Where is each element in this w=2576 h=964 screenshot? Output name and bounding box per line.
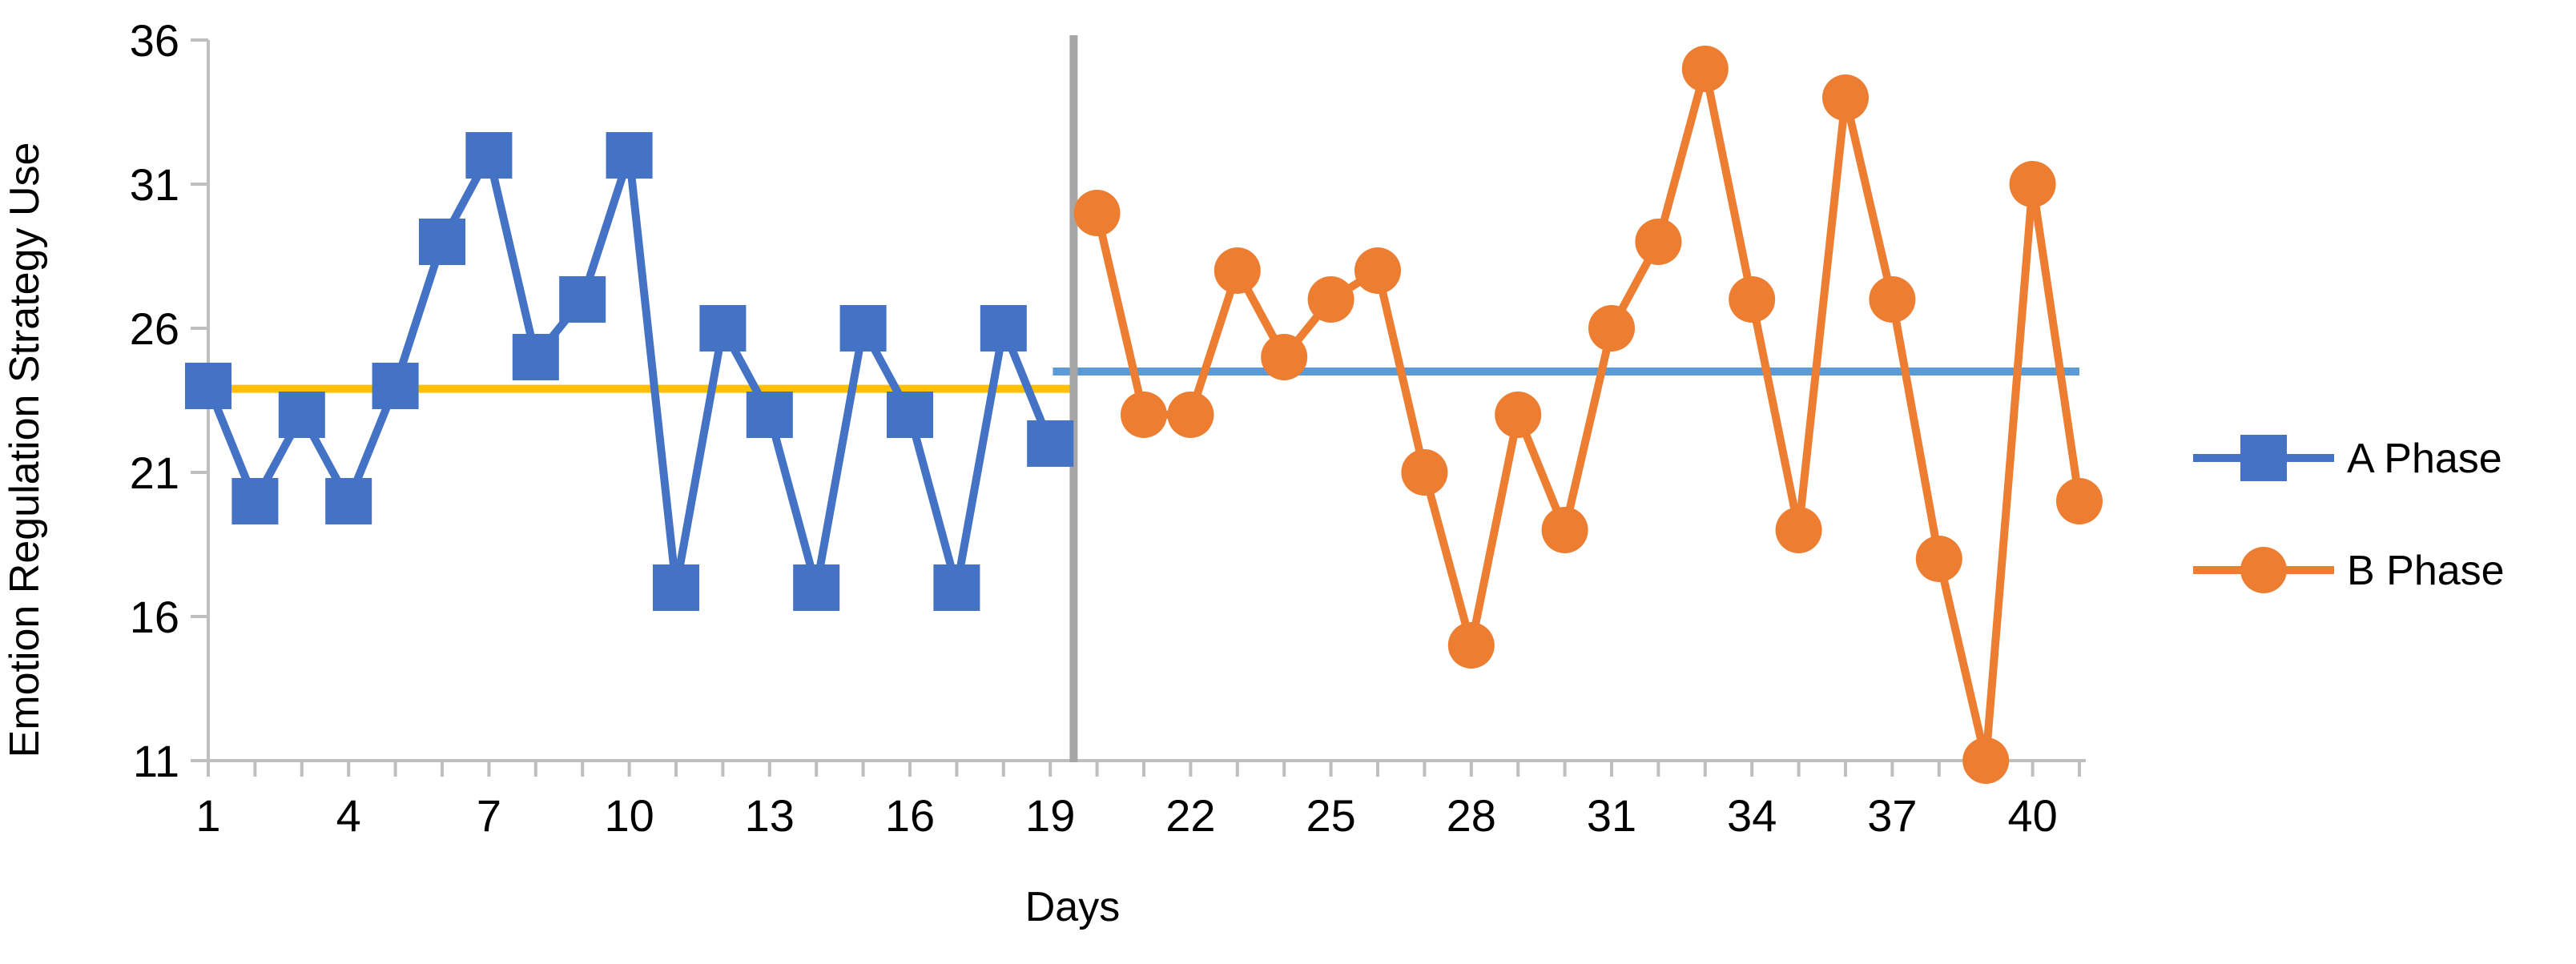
data-point-a-phase [325, 478, 372, 524]
data-point-b-phase [1167, 392, 1214, 438]
data-point-b-phase [1822, 74, 1869, 121]
legend-label: B Phase [2347, 548, 2505, 594]
data-point-a-phase [933, 564, 980, 611]
data-point-b-phase [1541, 507, 1588, 553]
series-a-phase [185, 132, 1074, 611]
data-point-b-phase [1121, 392, 1167, 438]
data-point-a-phase [372, 363, 419, 409]
x-tick-label: 4 [336, 790, 361, 841]
data-point-b-phase [1869, 276, 1916, 323]
data-point-b-phase [1495, 392, 1542, 438]
data-point-b-phase [1214, 247, 1261, 294]
data-point-a-phase [231, 478, 279, 524]
x-tick-label: 37 [1867, 790, 1917, 841]
x-tick-label: 28 [1447, 790, 1496, 841]
data-point-a-phase [185, 363, 231, 409]
x-tick-label: 22 [1165, 790, 1215, 841]
data-point-a-phase [278, 392, 325, 438]
data-point-a-phase [559, 276, 606, 323]
series-line-b-phase [1093, 65, 2083, 765]
data-point-b-phase [1588, 305, 1635, 351]
data-point-a-phase [653, 564, 699, 611]
data-point-b-phase [1775, 507, 1822, 553]
data-point-b-phase [1681, 46, 1729, 92]
legend-marker-circle [2240, 547, 2287, 593]
x-tick-label: 19 [1025, 790, 1075, 841]
data-point-b-phase [1729, 276, 1776, 323]
x-tick-label: 34 [1727, 790, 1777, 841]
legend-item-b-phase: B Phase [2193, 547, 2505, 594]
data-point-a-phase [699, 305, 747, 351]
y-tick-label: 16 [130, 592, 179, 642]
data-point-b-phase [1447, 622, 1495, 669]
data-point-a-phase [419, 219, 465, 265]
data-point-a-phase [1027, 420, 1074, 467]
data-point-b-phase [1962, 737, 2010, 784]
data-point-a-phase [746, 392, 793, 438]
data-point-a-phase [465, 132, 513, 179]
legend-item-a-phase: A Phase [2193, 435, 2502, 482]
data-point-b-phase [1073, 190, 1121, 236]
x-tick-label: 16 [885, 790, 935, 841]
data-point-b-phase [2056, 478, 2103, 524]
legend-marker-square [2240, 435, 2287, 481]
y-axis-title: Emotion Regulation Strategy Use [2, 143, 48, 758]
x-tick-label: 40 [2007, 790, 2057, 841]
x-tick-label: 10 [604, 790, 654, 841]
data-point-a-phase [606, 132, 653, 179]
data-point-a-phase [887, 392, 933, 438]
data-point-b-phase [1915, 536, 1962, 582]
data-point-a-phase [980, 305, 1027, 351]
data-point-a-phase [512, 334, 559, 380]
x-tick-label: 1 [195, 790, 220, 841]
data-point-b-phase [2009, 161, 2056, 207]
y-tick-label: 11 [133, 736, 179, 786]
data-point-b-phase [1401, 449, 1448, 496]
legend-label: A Phase [2347, 436, 2502, 482]
x-tick-label: 25 [1306, 790, 1355, 841]
y-tick-label: 31 [130, 159, 179, 210]
data-point-b-phase [1635, 219, 1682, 265]
x-tick-label: 7 [477, 790, 501, 841]
x-tick-label: 13 [745, 790, 795, 841]
data-point-a-phase [839, 305, 887, 351]
y-tick-label: 21 [130, 448, 179, 498]
data-point-b-phase [1261, 334, 1308, 380]
y-tick-label: 36 [130, 15, 179, 66]
x-tick-label: 31 [1587, 790, 1636, 841]
series-b-phase [1073, 46, 2103, 784]
data-point-a-phase [793, 564, 840, 611]
x-axis-title: Days [1025, 884, 1120, 930]
y-tick-label: 26 [130, 303, 179, 354]
data-point-b-phase [1354, 247, 1401, 294]
data-point-b-phase [1307, 276, 1354, 323]
